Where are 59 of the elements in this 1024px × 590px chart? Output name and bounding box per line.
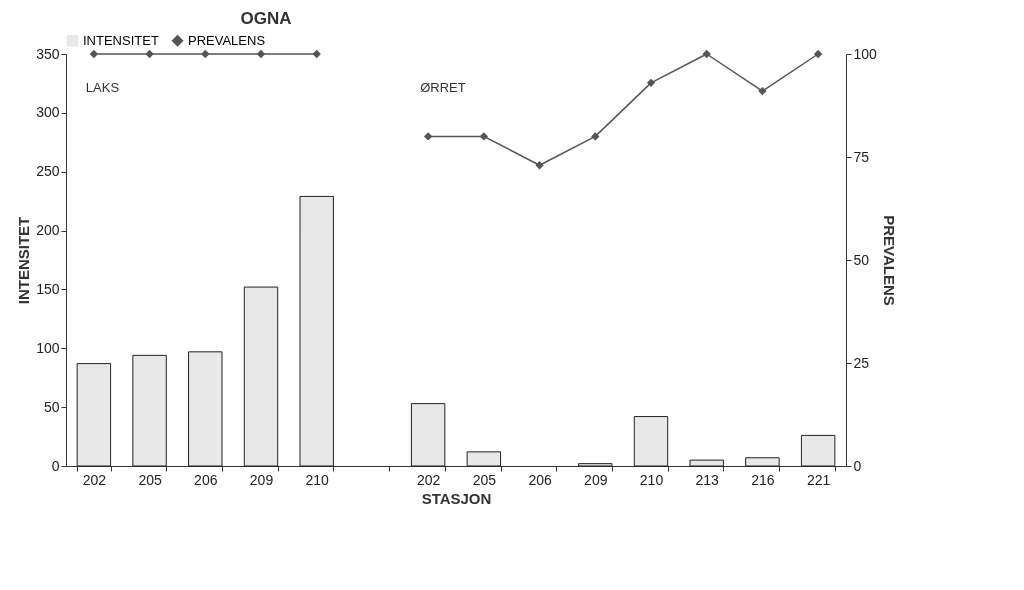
- point: [535, 161, 544, 170]
- x-tick-label: 210: [639, 471, 664, 488]
- y-tick-label: 250: [36, 163, 60, 180]
- y2-tick-label: 25: [853, 354, 870, 371]
- point: [89, 49, 99, 59]
- bar: [188, 351, 223, 467]
- x-tick-label: 205: [472, 471, 497, 488]
- bar: [466, 451, 502, 467]
- legend-label: INTENSITET: [83, 32, 159, 48]
- x-tick-label: 213: [695, 471, 720, 488]
- x-axis-title: STASJON: [421, 489, 492, 507]
- legend-label: PREVALENS: [188, 32, 266, 48]
- x-tick-label: 210: [305, 471, 330, 488]
- point: [256, 49, 266, 59]
- bar: [410, 403, 446, 467]
- y-tick-label: 200: [36, 222, 60, 239]
- point: [702, 49, 711, 59]
- point: [145, 49, 154, 59]
- annotation: LAKS: [85, 80, 120, 95]
- bar: [800, 434, 836, 467]
- point: [312, 49, 321, 59]
- x-tick-label: 206: [194, 471, 218, 488]
- bar: [745, 457, 780, 467]
- point: [758, 86, 767, 96]
- x-tick-label: 202: [416, 471, 441, 488]
- bar: [243, 286, 279, 467]
- bar: [633, 416, 669, 467]
- x-tick-label: 202: [82, 471, 107, 488]
- y2-tick-label: 100: [853, 45, 878, 62]
- y-tick-label: 0: [51, 457, 60, 474]
- point: [479, 132, 489, 141]
- y-tick-label: 300: [36, 104, 60, 121]
- point: [591, 132, 600, 141]
- bar: [132, 354, 167, 467]
- x-tick-label: 216: [751, 471, 775, 488]
- point: [646, 78, 656, 88]
- point: [201, 49, 210, 59]
- annotation: ØRRET: [420, 80, 466, 95]
- x-tick-label: 209: [249, 471, 274, 488]
- y2-tick-label: 0: [853, 457, 862, 474]
- y2-tick-label: 75: [853, 148, 870, 165]
- x-tick-label: 206: [528, 471, 552, 488]
- y2-axis-title: PREVALENS: [880, 215, 898, 306]
- y-axis-title: INTENSITET: [15, 216, 33, 305]
- y-tick-label: 350: [36, 45, 60, 62]
- x-tick-label: 209: [584, 471, 608, 488]
- point: [813, 49, 823, 59]
- point: [423, 132, 433, 141]
- x-tick-label: 221: [806, 471, 831, 488]
- y-tick-label: 50: [43, 398, 60, 415]
- bar: [299, 195, 334, 467]
- chart-title: OGNA: [240, 9, 292, 28]
- bar: [689, 459, 724, 467]
- y2-tick-label: 50: [853, 251, 870, 268]
- x-tick-label: 205: [138, 471, 162, 488]
- y-tick-label: 150: [36, 280, 60, 297]
- bar: [578, 463, 613, 467]
- bar: [76, 363, 112, 467]
- y-tick-label: 100: [36, 339, 60, 356]
